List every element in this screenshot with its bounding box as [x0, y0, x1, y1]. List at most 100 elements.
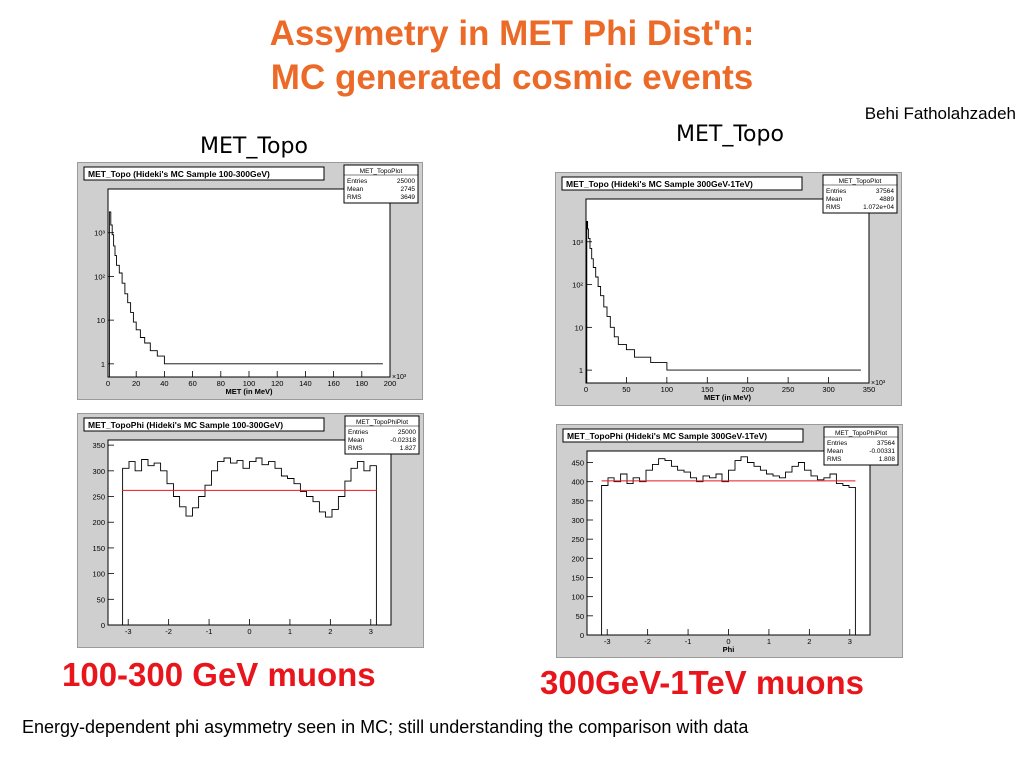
x-tick-label: -3 [604, 637, 611, 646]
chart-title-box [83, 417, 325, 432]
x-tick-label: 2 [807, 637, 811, 646]
chart-title: MET_TopoPhi (Hideki's MC Sample 300GeV-1… [567, 431, 767, 441]
x-tick-label: -1 [685, 637, 692, 646]
chart-title-box [561, 176, 803, 191]
x-tick-label: 50 [622, 385, 630, 394]
y-tick-label: 200 [92, 518, 105, 527]
right-panel-label: MET_Topo [676, 122, 784, 147]
stats-label: Mean [827, 448, 844, 455]
stats-value: 1.827 [400, 445, 417, 452]
x-axis-label: MET (in MeV) [704, 393, 752, 402]
x-tick-label: 60 [188, 379, 196, 388]
y-tick-label: 10² [572, 281, 583, 290]
stats-label: RMS [826, 204, 841, 211]
y-tick-label: 10 [575, 323, 583, 332]
x-multiplier: ×10³ [871, 380, 886, 387]
histogram-series [108, 211, 383, 377]
right-caption: 300GeV-1TeV muons [540, 664, 865, 701]
stats-box [343, 164, 419, 204]
stats-value: 25000 [397, 178, 415, 185]
chart-title: MET_TopoPhi (Hideki's MC Sample 100-300G… [88, 420, 283, 430]
x-tick-label: 1 [288, 627, 292, 636]
y-tick-label: 350 [571, 497, 584, 506]
x-tick-label: 0 [726, 637, 730, 646]
x-tick-label: 120 [271, 379, 284, 388]
stats-label: Entries [347, 178, 368, 185]
stats-title: MET_TopoPlot [839, 178, 882, 185]
y-tick-label: 0 [580, 631, 584, 640]
stats-label: Mean [826, 196, 843, 203]
stats-label: Entries [827, 440, 848, 447]
x-multiplier: ×10³ [392, 374, 407, 381]
x-tick-label: 180 [356, 379, 369, 388]
x-tick-label: 80 [217, 379, 225, 388]
x-axis-label: MET (in MeV) [225, 387, 273, 396]
x-tick-label: 200 [384, 379, 397, 388]
met-plot-left: MET_Topo (Hideki's MC Sample 100-300GeV)… [77, 162, 423, 400]
stats-label: Entries [826, 188, 847, 195]
stats-value: 37564 [877, 440, 895, 447]
y-tick-label: 100 [92, 570, 105, 579]
y-tick-label: 150 [92, 544, 105, 553]
x-tick-label: 3 [369, 627, 373, 636]
chart-title: MET_Topo (Hideki's MC Sample 300GeV-1TeV… [566, 179, 753, 189]
stats-title: MET_TopoPlot [360, 168, 403, 175]
x-tick-label: 40 [160, 379, 168, 388]
stats-value: 37564 [876, 188, 894, 195]
met-plot-right-svg: MET_Topo (Hideki's MC Sample 300GeV-1TeV… [561, 174, 898, 402]
x-tick-label: 2 [328, 627, 332, 636]
chart-title-box [562, 428, 804, 443]
phi-plot-left-svg: MET_TopoPhi (Hideki's MC Sample 100-300G… [83, 415, 420, 636]
stats-value: 2745 [401, 186, 416, 193]
footer-note: Energy-dependent phi asymmetry seen in M… [22, 717, 749, 737]
stats-value: 25000 [398, 429, 416, 436]
y-tick-label: 350 [92, 441, 105, 450]
x-tick-label: 200 [741, 385, 754, 394]
y-tick-label: 50 [97, 595, 105, 604]
y-tick-label: 250 [571, 535, 584, 544]
stats-title: MET_TopoPhiPlot [835, 430, 887, 437]
x-tick-label: -3 [125, 627, 132, 636]
x-tick-label: 350 [863, 385, 876, 394]
x-tick-label: -2 [165, 627, 172, 636]
y-tick-label: 1 [101, 360, 105, 369]
y-tick-label: 10³ [94, 229, 105, 238]
stats-box [823, 426, 899, 466]
y-tick-label: 1 [579, 366, 583, 375]
stats-label: Mean [348, 437, 365, 444]
y-tick-label: 100 [571, 593, 584, 602]
y-tick-label: 10³ [572, 238, 583, 247]
y-tick-label: 300 [92, 467, 105, 476]
slide-title-line1: Assymetry in MET Phi Dist'n: [269, 14, 755, 53]
x-tick-label: 20 [132, 379, 140, 388]
stats-value: 3649 [401, 194, 416, 201]
stats-value: -0.00331 [869, 448, 895, 455]
stats-label: Mean [347, 186, 364, 193]
author-name: Behi Fatholahzadeh [864, 104, 1016, 123]
met-plot-left-svg: MET_Topo (Hideki's MC Sample 100-300GeV)… [83, 164, 419, 396]
met-plot-right: MET_Topo (Hideki's MC Sample 300GeV-1TeV… [555, 172, 902, 406]
x-tick-label: 300 [822, 385, 835, 394]
phi-plot-left: MET_TopoPhi (Hideki's MC Sample 100-300G… [77, 413, 424, 648]
stats-box [344, 415, 420, 455]
x-tick-label: 250 [782, 385, 795, 394]
stats-box [822, 174, 898, 214]
slide-title-line2: MC generated cosmic events [270, 58, 754, 97]
x-tick-label: 0 [106, 379, 110, 388]
y-tick-label: 150 [571, 574, 584, 583]
x-tick-label: 1 [767, 637, 771, 646]
y-tick-label: 10 [97, 316, 105, 325]
stats-label: RMS [348, 445, 363, 452]
y-tick-label: 300 [571, 516, 584, 525]
x-tick-label: 0 [584, 385, 588, 394]
x-tick-label: 0 [247, 627, 251, 636]
x-tick-label: 140 [299, 379, 312, 388]
plot-area [107, 439, 392, 626]
chart-title: MET_Topo (Hideki's MC Sample 100-300GeV) [88, 169, 270, 179]
y-tick-label: 10² [94, 272, 105, 281]
x-tick-label: 100 [661, 385, 674, 394]
plot-area [585, 198, 870, 384]
y-tick-label: 0 [101, 621, 105, 630]
left-caption: 100-300 GeV muons [62, 656, 376, 693]
left-panel-label: MET_Topo [200, 134, 308, 159]
